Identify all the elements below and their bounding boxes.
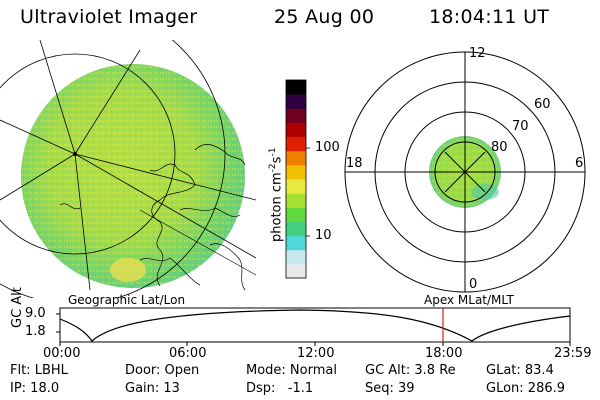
colorbar-segment bbox=[286, 80, 306, 95]
colorbar-segment bbox=[286, 221, 306, 237]
colorbar-segment bbox=[286, 193, 306, 208]
polar-plot bbox=[344, 51, 586, 293]
instrument-title: Ultraviolet Imager bbox=[20, 6, 198, 28]
apex-projection-label: Apex MLat/MLT bbox=[424, 293, 514, 307]
colorbar-segment bbox=[286, 164, 306, 180]
altitude-curve bbox=[59, 309, 571, 342]
date-label: 25 Aug 00 bbox=[274, 6, 375, 28]
filter-info: Flt: LBHL bbox=[10, 363, 68, 378]
colorbar-segment bbox=[286, 179, 306, 194]
time-label: 18:04:11 UT bbox=[429, 6, 550, 28]
gc-alt-info: GC Alt: 3.8 Re bbox=[365, 363, 456, 378]
gain-info: Gain: 13 bbox=[125, 381, 180, 396]
colorbar-segment bbox=[286, 122, 306, 138]
altitude-ytick-bottom: 1.8 bbox=[25, 324, 46, 339]
mlt-label-18: 18 bbox=[346, 156, 363, 171]
mlt-label-12: 12 bbox=[469, 46, 486, 61]
seq-info: Seq: 39 bbox=[365, 381, 415, 396]
latitude-circle bbox=[0, 53, 176, 255]
mlat-label-60: 60 bbox=[534, 97, 551, 112]
glat-info: GLat: 83.4 bbox=[486, 363, 554, 378]
altitude-plot bbox=[56, 307, 571, 346]
altitude-ytick-top: 9.0 bbox=[25, 306, 46, 321]
meridian-line bbox=[39, 40, 76, 155]
colorbar-segment bbox=[286, 207, 306, 222]
time-tick-1800: 18:00 bbox=[425, 346, 463, 361]
dsp-info: Dsp: -1.1 bbox=[246, 381, 314, 396]
colorbar-tick-10: 10 bbox=[315, 228, 332, 243]
coastline bbox=[149, 163, 196, 287]
colorbar-segment bbox=[286, 150, 306, 166]
mlat-label-80: 80 bbox=[491, 140, 508, 155]
colorbar-segment bbox=[286, 249, 306, 265]
mlt-label-6: 6 bbox=[575, 156, 584, 171]
colorbar-segment bbox=[286, 108, 306, 123]
time-tick-1200: 12:00 bbox=[297, 346, 335, 361]
colorbar-segment bbox=[286, 94, 306, 109]
colorbar-segment bbox=[286, 235, 306, 251]
geographic-image bbox=[0, 40, 256, 298]
ip-info: IP: 18.0 bbox=[10, 381, 60, 396]
mlat-label-70: 70 bbox=[512, 119, 529, 134]
door-info: Door: Open bbox=[125, 363, 200, 378]
colorbar-unit: photon cm-2s-1 bbox=[268, 147, 285, 242]
colorbar-segment bbox=[286, 263, 306, 279]
time-tick-0000: 00:00 bbox=[43, 346, 81, 361]
colorbar-segment bbox=[286, 136, 306, 152]
altitude-plot-frame bbox=[59, 307, 571, 343]
altitude-ylabel: GC Alt bbox=[10, 287, 25, 328]
mlt-label-0: 0 bbox=[469, 277, 478, 292]
colorbar-tick-100: 100 bbox=[315, 140, 340, 155]
glon-info: GLon: 286.9 bbox=[486, 381, 566, 396]
time-tick-0600: 06:00 bbox=[169, 346, 207, 361]
mode-info: Mode: Normal bbox=[246, 363, 337, 378]
color-scale-bar bbox=[286, 80, 306, 279]
geographic-projection-label: Geographic Lat/Lon bbox=[68, 293, 186, 307]
time-tick-2359: 23:59 bbox=[554, 346, 592, 361]
